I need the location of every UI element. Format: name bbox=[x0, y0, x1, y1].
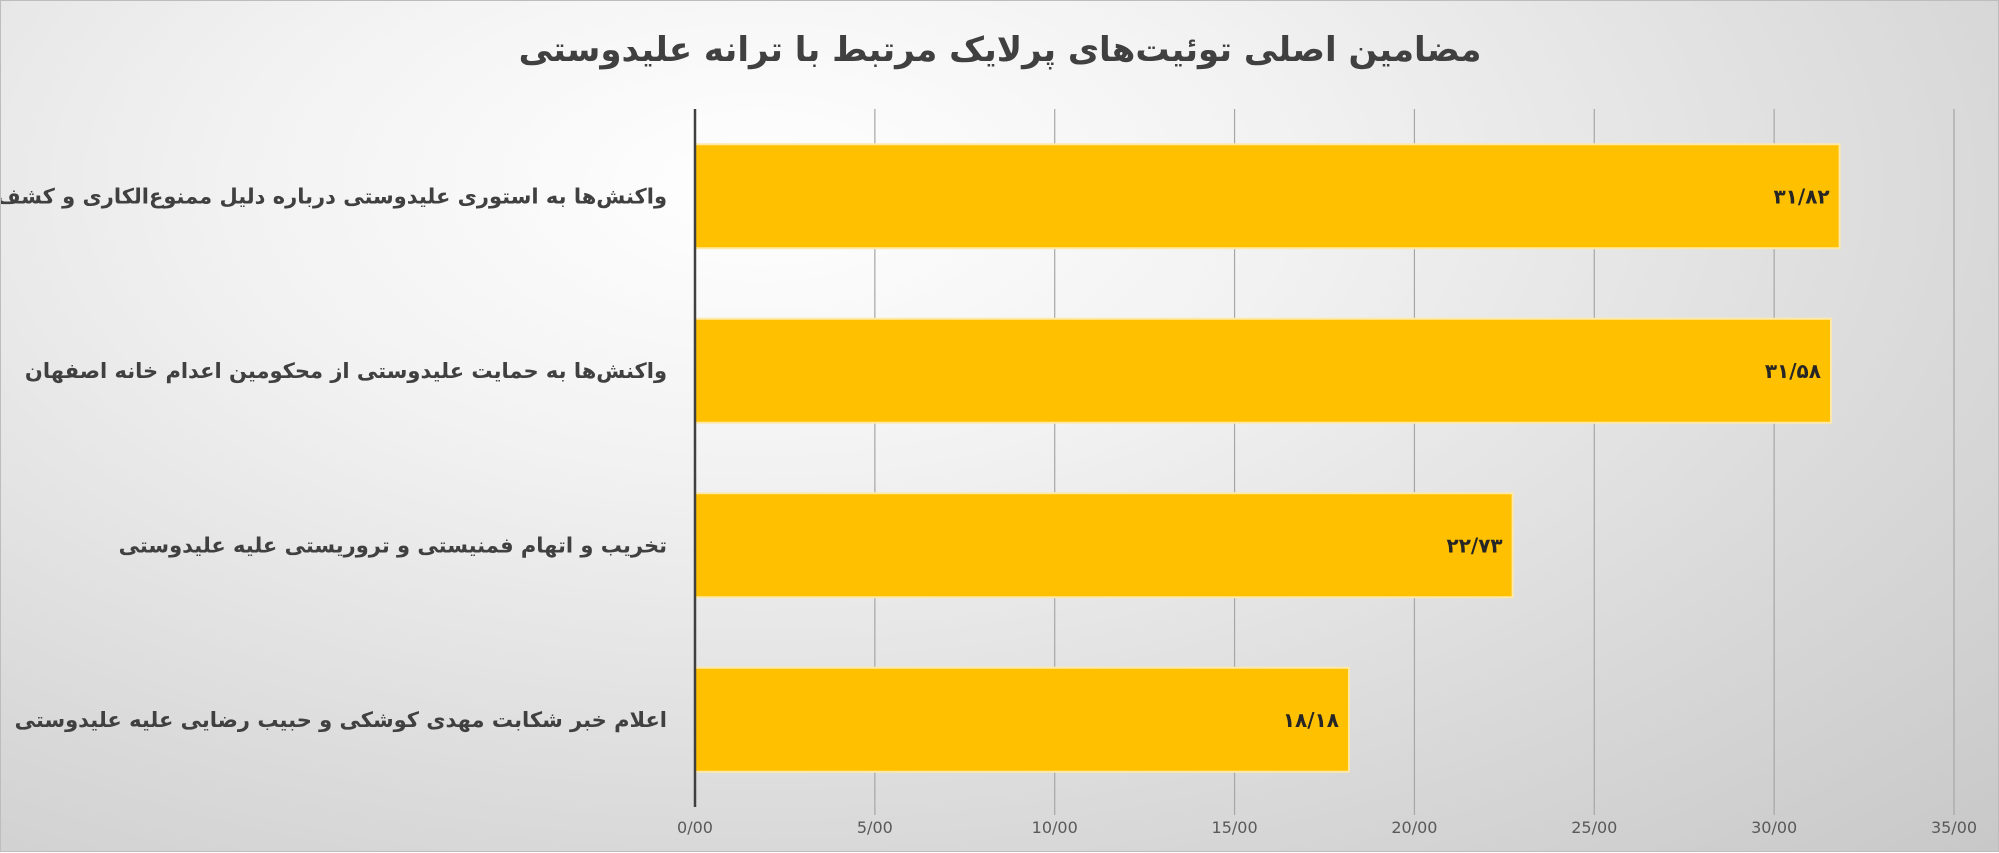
x-tick-label: 30/00 bbox=[1751, 818, 1797, 837]
x-tick-label: 5/00 bbox=[857, 818, 893, 837]
data-label: ۱۸/۱۸ bbox=[1283, 708, 1339, 732]
data-label: ۳۱/۵۸ bbox=[1765, 359, 1821, 383]
x-tick-label: 35/00 bbox=[1931, 818, 1977, 837]
bar bbox=[694, 143, 1841, 250]
chart-title: مضامین اصلی توئیت‌های پرلایک مرتبط با تر… bbox=[519, 30, 1482, 70]
data-label: ۲۲/۷۳ bbox=[1446, 533, 1502, 557]
bar bbox=[694, 666, 1350, 773]
category-label: واکنش‌ها به استوری علیدوستی درباره دلیل … bbox=[1, 184, 667, 208]
x-tick-labels: 0/00 5/00 10/00 15/00 20/00 25/00 30/00 35/00 bbox=[677, 818, 1977, 837]
x-tick-label: 25/00 bbox=[1571, 818, 1617, 837]
x-tick-label: 15/00 bbox=[1212, 818, 1258, 837]
category-label: اعلام خبر شکابت مهدی کوشکی و حبیب رضایی … bbox=[15, 708, 667, 732]
data-labels: ۳۱/۸۲ ۳۱/۵۸ ۲۲/۷۳ ۱۸/۱۸ bbox=[1283, 184, 1830, 732]
category-label: تخریب و اتهام فمنیستی و تروریستی علیه عل… bbox=[119, 533, 667, 557]
data-label: ۳۱/۸۲ bbox=[1773, 184, 1829, 208]
bars bbox=[694, 143, 1841, 773]
bar bbox=[694, 317, 1832, 424]
category-label: واکنش‌ها به حمایت علیدوستی از محکومین اع… bbox=[25, 359, 667, 383]
x-tick-label: 10/00 bbox=[1032, 818, 1078, 837]
category-labels: واکنش‌ها به استوری علیدوستی درباره دلیل … bbox=[1, 184, 667, 732]
x-tick-label: 0/00 bbox=[677, 818, 713, 837]
bar bbox=[694, 492, 1514, 599]
x-tick-label: 20/00 bbox=[1391, 818, 1437, 837]
